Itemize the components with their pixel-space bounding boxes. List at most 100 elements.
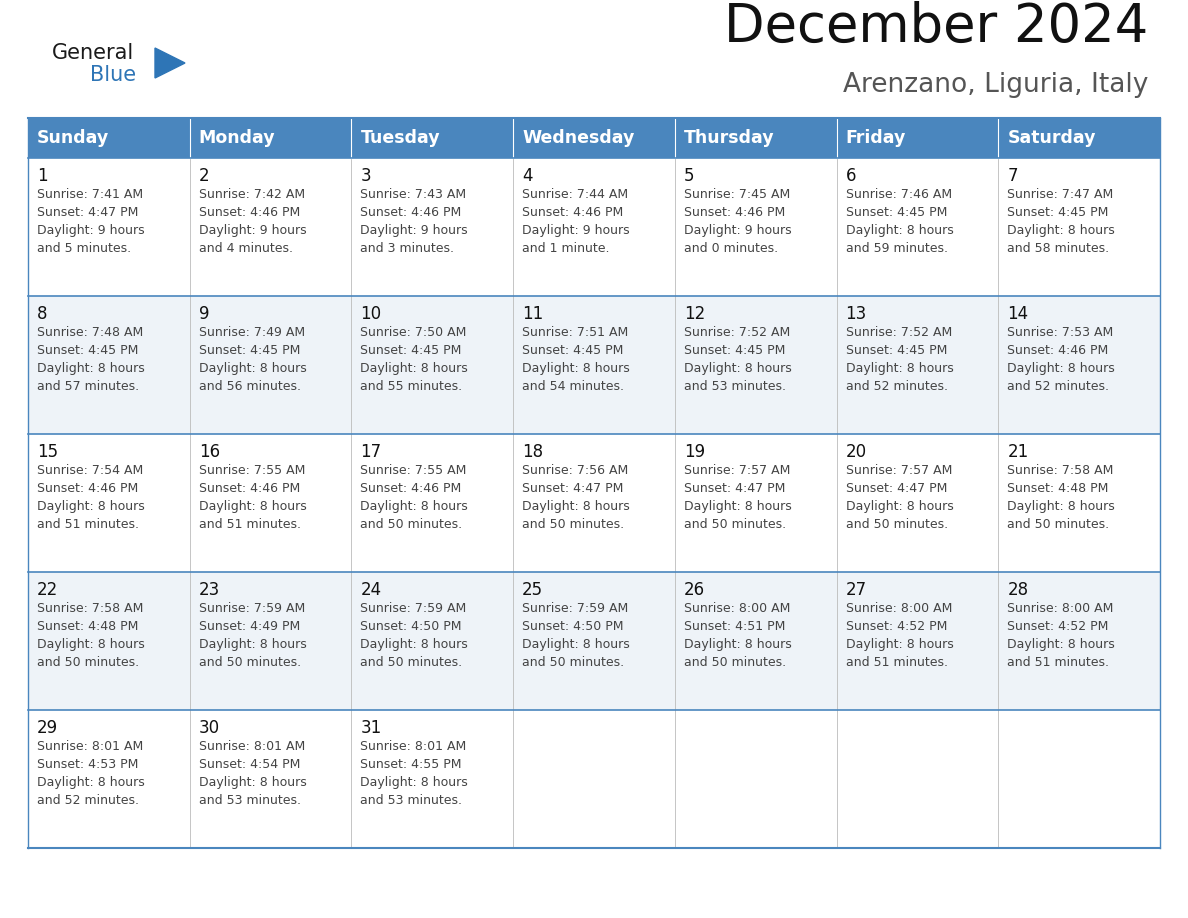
Text: 29: 29 <box>37 719 58 737</box>
Text: Sunset: 4:45 PM: Sunset: 4:45 PM <box>523 344 624 357</box>
Text: and 52 minutes.: and 52 minutes. <box>846 380 948 393</box>
Text: Sunrise: 7:54 AM: Sunrise: 7:54 AM <box>37 464 144 477</box>
Text: Daylight: 8 hours: Daylight: 8 hours <box>198 638 307 651</box>
Text: 25: 25 <box>523 581 543 599</box>
Text: General: General <box>52 43 134 63</box>
Text: Daylight: 9 hours: Daylight: 9 hours <box>684 224 791 237</box>
Text: Daylight: 8 hours: Daylight: 8 hours <box>846 362 953 375</box>
Text: Sunset: 4:45 PM: Sunset: 4:45 PM <box>360 344 462 357</box>
Text: Friday: Friday <box>846 129 906 147</box>
Text: Saturday: Saturday <box>1007 129 1095 147</box>
Text: and 50 minutes.: and 50 minutes. <box>523 656 624 669</box>
Text: Sunset: 4:46 PM: Sunset: 4:46 PM <box>37 482 138 495</box>
Text: Sunset: 4:47 PM: Sunset: 4:47 PM <box>684 482 785 495</box>
Text: Daylight: 8 hours: Daylight: 8 hours <box>523 638 630 651</box>
Text: Sunset: 4:46 PM: Sunset: 4:46 PM <box>198 206 299 219</box>
Text: and 50 minutes.: and 50 minutes. <box>360 518 462 531</box>
Text: Daylight: 9 hours: Daylight: 9 hours <box>37 224 145 237</box>
Text: 10: 10 <box>360 305 381 323</box>
Text: and 50 minutes.: and 50 minutes. <box>198 656 301 669</box>
Text: 7: 7 <box>1007 167 1018 185</box>
Text: Sunrise: 8:00 AM: Sunrise: 8:00 AM <box>846 602 952 615</box>
Text: Sunset: 4:45 PM: Sunset: 4:45 PM <box>684 344 785 357</box>
Text: Sunrise: 7:51 AM: Sunrise: 7:51 AM <box>523 326 628 339</box>
Polygon shape <box>154 48 185 78</box>
Text: Daylight: 9 hours: Daylight: 9 hours <box>360 224 468 237</box>
Text: Sunrise: 7:46 AM: Sunrise: 7:46 AM <box>846 188 952 201</box>
Text: 11: 11 <box>523 305 543 323</box>
Text: Sunset: 4:46 PM: Sunset: 4:46 PM <box>360 482 462 495</box>
Text: Daylight: 8 hours: Daylight: 8 hours <box>37 776 145 789</box>
Text: Thursday: Thursday <box>684 129 775 147</box>
Text: Daylight: 8 hours: Daylight: 8 hours <box>523 362 630 375</box>
Text: and 53 minutes.: and 53 minutes. <box>360 794 462 807</box>
Text: 9: 9 <box>198 305 209 323</box>
Bar <box>29 158 1159 296</box>
Text: and 51 minutes.: and 51 minutes. <box>1007 656 1110 669</box>
Text: Daylight: 9 hours: Daylight: 9 hours <box>198 224 307 237</box>
Text: Sunrise: 8:00 AM: Sunrise: 8:00 AM <box>684 602 790 615</box>
Text: Sunrise: 7:57 AM: Sunrise: 7:57 AM <box>846 464 952 477</box>
Bar <box>29 296 1159 434</box>
Text: Sunset: 4:45 PM: Sunset: 4:45 PM <box>198 344 301 357</box>
Text: 3: 3 <box>360 167 371 185</box>
Text: Sunset: 4:49 PM: Sunset: 4:49 PM <box>198 620 299 633</box>
Text: and 1 minute.: and 1 minute. <box>523 242 609 255</box>
Text: 22: 22 <box>37 581 58 599</box>
Text: Sunset: 4:47 PM: Sunset: 4:47 PM <box>846 482 947 495</box>
Text: and 50 minutes.: and 50 minutes. <box>684 518 786 531</box>
Text: 1: 1 <box>37 167 48 185</box>
Text: and 50 minutes.: and 50 minutes. <box>523 518 624 531</box>
Text: and 52 minutes.: and 52 minutes. <box>37 794 139 807</box>
Text: and 50 minutes.: and 50 minutes. <box>684 656 786 669</box>
Text: Sunset: 4:50 PM: Sunset: 4:50 PM <box>360 620 462 633</box>
Text: and 53 minutes.: and 53 minutes. <box>684 380 785 393</box>
Text: Sunrise: 7:59 AM: Sunrise: 7:59 AM <box>523 602 628 615</box>
Text: Daylight: 8 hours: Daylight: 8 hours <box>846 224 953 237</box>
Text: Sunset: 4:51 PM: Sunset: 4:51 PM <box>684 620 785 633</box>
Text: 2: 2 <box>198 167 209 185</box>
Text: Sunset: 4:46 PM: Sunset: 4:46 PM <box>198 482 299 495</box>
Text: 5: 5 <box>684 167 694 185</box>
Text: Sunrise: 8:01 AM: Sunrise: 8:01 AM <box>37 740 144 753</box>
Text: Sunrise: 8:00 AM: Sunrise: 8:00 AM <box>1007 602 1113 615</box>
Text: 6: 6 <box>846 167 857 185</box>
Text: Sunrise: 7:55 AM: Sunrise: 7:55 AM <box>198 464 305 477</box>
Text: 4: 4 <box>523 167 532 185</box>
Text: and 50 minutes.: and 50 minutes. <box>360 656 462 669</box>
Text: and 50 minutes.: and 50 minutes. <box>1007 518 1110 531</box>
Text: Daylight: 8 hours: Daylight: 8 hours <box>198 500 307 513</box>
Text: and 50 minutes.: and 50 minutes. <box>846 518 948 531</box>
Text: 14: 14 <box>1007 305 1029 323</box>
Text: Sunrise: 7:44 AM: Sunrise: 7:44 AM <box>523 188 628 201</box>
Bar <box>29 710 1159 848</box>
Text: and 54 minutes.: and 54 minutes. <box>523 380 624 393</box>
Text: and 57 minutes.: and 57 minutes. <box>37 380 139 393</box>
Text: Daylight: 8 hours: Daylight: 8 hours <box>1007 224 1116 237</box>
Text: Sunrise: 7:55 AM: Sunrise: 7:55 AM <box>360 464 467 477</box>
Text: Daylight: 8 hours: Daylight: 8 hours <box>198 362 307 375</box>
Text: Sunset: 4:45 PM: Sunset: 4:45 PM <box>846 206 947 219</box>
Text: 19: 19 <box>684 443 704 461</box>
Text: Sunrise: 7:41 AM: Sunrise: 7:41 AM <box>37 188 143 201</box>
Text: Sunrise: 7:58 AM: Sunrise: 7:58 AM <box>37 602 144 615</box>
Text: 30: 30 <box>198 719 220 737</box>
Text: Sunset: 4:46 PM: Sunset: 4:46 PM <box>1007 344 1108 357</box>
Text: and 3 minutes.: and 3 minutes. <box>360 242 455 255</box>
Text: December 2024: December 2024 <box>723 1 1148 53</box>
Bar <box>29 434 1159 572</box>
Text: Sunset: 4:55 PM: Sunset: 4:55 PM <box>360 758 462 771</box>
Text: Sunrise: 7:57 AM: Sunrise: 7:57 AM <box>684 464 790 477</box>
Text: 12: 12 <box>684 305 706 323</box>
Bar <box>29 118 1159 158</box>
Text: Daylight: 8 hours: Daylight: 8 hours <box>523 500 630 513</box>
Text: Sunset: 4:54 PM: Sunset: 4:54 PM <box>198 758 301 771</box>
Text: Daylight: 8 hours: Daylight: 8 hours <box>1007 362 1116 375</box>
Text: Sunset: 4:45 PM: Sunset: 4:45 PM <box>846 344 947 357</box>
Text: Blue: Blue <box>90 65 137 85</box>
Text: Daylight: 8 hours: Daylight: 8 hours <box>360 500 468 513</box>
Text: Daylight: 8 hours: Daylight: 8 hours <box>1007 638 1116 651</box>
Text: Sunset: 4:47 PM: Sunset: 4:47 PM <box>37 206 138 219</box>
Text: and 4 minutes.: and 4 minutes. <box>198 242 292 255</box>
Text: Daylight: 8 hours: Daylight: 8 hours <box>684 500 791 513</box>
